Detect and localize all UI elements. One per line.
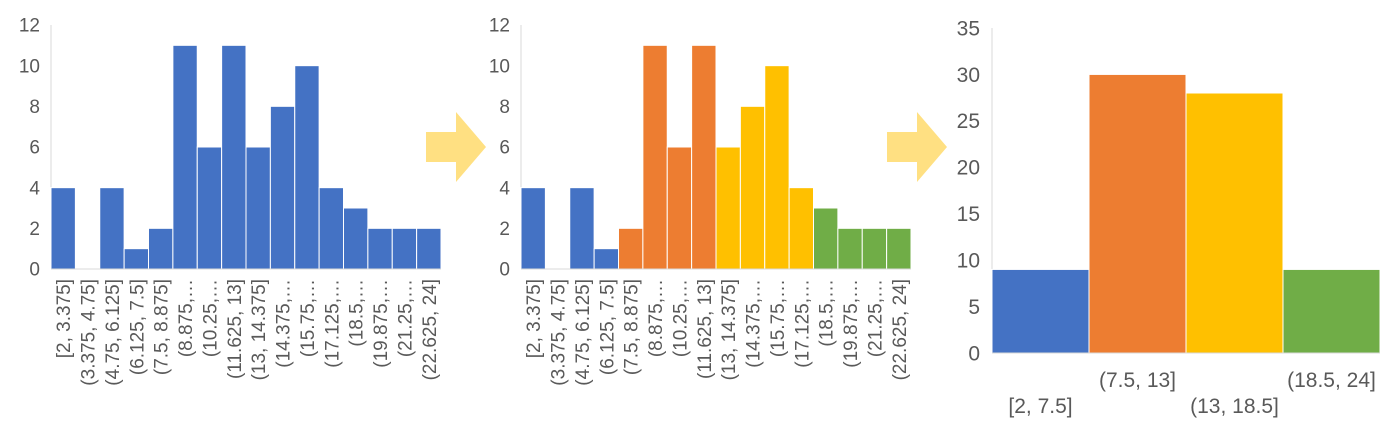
histogram-bar [593, 248, 619, 270]
histogram-bar [691, 44, 717, 270]
y-tick-label: 10 [19, 56, 40, 77]
histogram-bar [99, 187, 125, 270]
y-tick-label: 2 [499, 219, 510, 240]
y-tick-label: 8 [499, 97, 510, 118]
y-tick-label: 0 [29, 260, 40, 281]
histogram-bar [520, 187, 546, 270]
x-tick-label: (7.5, 8.875] [622, 279, 643, 375]
x-tick-label: (8.875,… [646, 279, 667, 357]
histogram-bar [269, 105, 296, 270]
histogram-bar [715, 146, 741, 270]
x-tick-label: (3.375, 4.75] [549, 279, 570, 386]
x-tick-label: [2, 7.5] [1008, 395, 1072, 418]
histogram-bar [837, 227, 863, 270]
x-tick-label: (19.875,… [841, 279, 862, 368]
right-arrow-icon [426, 112, 486, 182]
histogram-bar [569, 187, 595, 270]
histogram-bar [739, 105, 766, 270]
y-tick-label: 4 [499, 178, 510, 199]
histogram-bar [666, 146, 693, 270]
x-tick-label: (22.625, 24] [890, 279, 911, 380]
y-tick-label: 6 [29, 138, 40, 159]
x-tick-label: (6.125, 7.5] [597, 279, 618, 375]
histogram-bar [642, 44, 668, 270]
histogram-bar [172, 44, 198, 270]
x-tick-label: (15.75,… [298, 279, 319, 357]
x-tick-label: (6.125, 7.5] [127, 279, 148, 375]
x-tick-label: (4.75, 6.125] [573, 279, 594, 386]
y-tick-label: 30 [957, 64, 980, 87]
histogram-bar [123, 248, 149, 270]
chart-panel-3: 0 5 10 15 20 25 30 35 [2, 7.5] (7.5, 13] (13, 18.5… [957, 17, 1381, 418]
x-tick-label: (14.375,… [274, 279, 295, 368]
histogram-bar [991, 268, 1090, 354]
x-tick-label: [2, 3.375] [524, 279, 545, 358]
y-tick-label: 12 [19, 16, 40, 37]
histogram-bar [148, 227, 174, 270]
histogram-bar [764, 65, 790, 270]
x-tick-label: (7.5, 8.875] [152, 279, 173, 375]
histogram-bar [50, 187, 76, 270]
y-tick-label: 5 [968, 296, 980, 319]
x-tick-label: (17.125,… [792, 279, 813, 368]
y-tick-label: 20 [957, 157, 980, 180]
histogram-bar [294, 65, 320, 270]
x-tick-label: (10.25,… [200, 279, 221, 357]
x-tick-label: (11.625, 13] [225, 279, 246, 379]
y-tick-label: 2 [29, 219, 40, 240]
histogram-bar [245, 146, 271, 270]
x-tick-label: (18.5,… [347, 279, 368, 347]
x-tick-label: (7.5, 13] [1099, 369, 1176, 392]
x-tick-label: (18.5,… [817, 279, 838, 347]
right-arrow-icon [887, 112, 947, 182]
y-tick-label: 8 [29, 97, 40, 118]
x-tick-label: (14.375,… [744, 279, 765, 368]
x-tick-label: (21.25,… [395, 279, 416, 357]
x-tick-label: (3.375, 4.75] [79, 279, 100, 386]
y-tick-label: 0 [968, 342, 980, 365]
x-tick-label: [2, 3.375] [54, 279, 75, 358]
histogram-bar [813, 207, 839, 270]
x-tick-label: (22.625, 24] [420, 279, 441, 380]
chart-panel-1: 0 2 4 6 8 10 12 [2, 3.375] (3.375, 4.75] (4.75, 6… [19, 16, 442, 386]
y-tick-label: 35 [957, 17, 980, 40]
x-tick-label: (10.25,… [670, 279, 691, 357]
x-tick-label: (13, 18.5] [1190, 395, 1279, 418]
histogram-bar [1185, 92, 1284, 354]
chart-panel-2: 0 2 4 6 8 10 12 [2, 3.375] (3.375, 4.75] (4.75, 6… [489, 16, 912, 386]
histogram-bar [886, 227, 912, 270]
x-tick-label: (18.5, 24] [1287, 369, 1376, 392]
histogram-bar [618, 227, 644, 270]
histogram-bar [416, 227, 442, 270]
x-tick-label: (15.75,… [768, 279, 789, 357]
x-tick-label: (17.125,… [322, 279, 343, 368]
y-tick-label: 15 [957, 203, 980, 226]
histogram-bar [1282, 268, 1381, 354]
histogram-bar [391, 227, 418, 270]
histogram-bar [343, 207, 369, 270]
y-tick-label: 12 [489, 16, 510, 37]
y-tick-label: 0 [499, 260, 510, 281]
histogram-bar [318, 187, 344, 270]
histogram-bar [196, 146, 223, 270]
y-tick-label: 4 [29, 178, 40, 199]
y-tick-label: 25 [957, 110, 980, 133]
x-tick-label: (8.875,… [176, 279, 197, 357]
histogram-bar [1088, 73, 1187, 354]
y-tick-label: 6 [499, 138, 510, 159]
y-tick-label: 10 [957, 249, 980, 272]
x-tick-label: (11.625, 13] [695, 279, 716, 379]
x-tick-label: (13, 14.375] [719, 279, 740, 380]
histogram-bar [788, 187, 814, 270]
histogram-bar [221, 44, 247, 270]
histogram-bar [367, 227, 393, 270]
x-tick-label: (13, 14.375] [249, 279, 270, 380]
x-tick-label: (4.75, 6.125] [103, 279, 124, 386]
y-tick-label: 10 [489, 56, 510, 77]
x-tick-label: (19.875,… [371, 279, 392, 368]
histogram-bar [861, 227, 888, 270]
x-tick-label: (21.25,… [865, 279, 886, 357]
